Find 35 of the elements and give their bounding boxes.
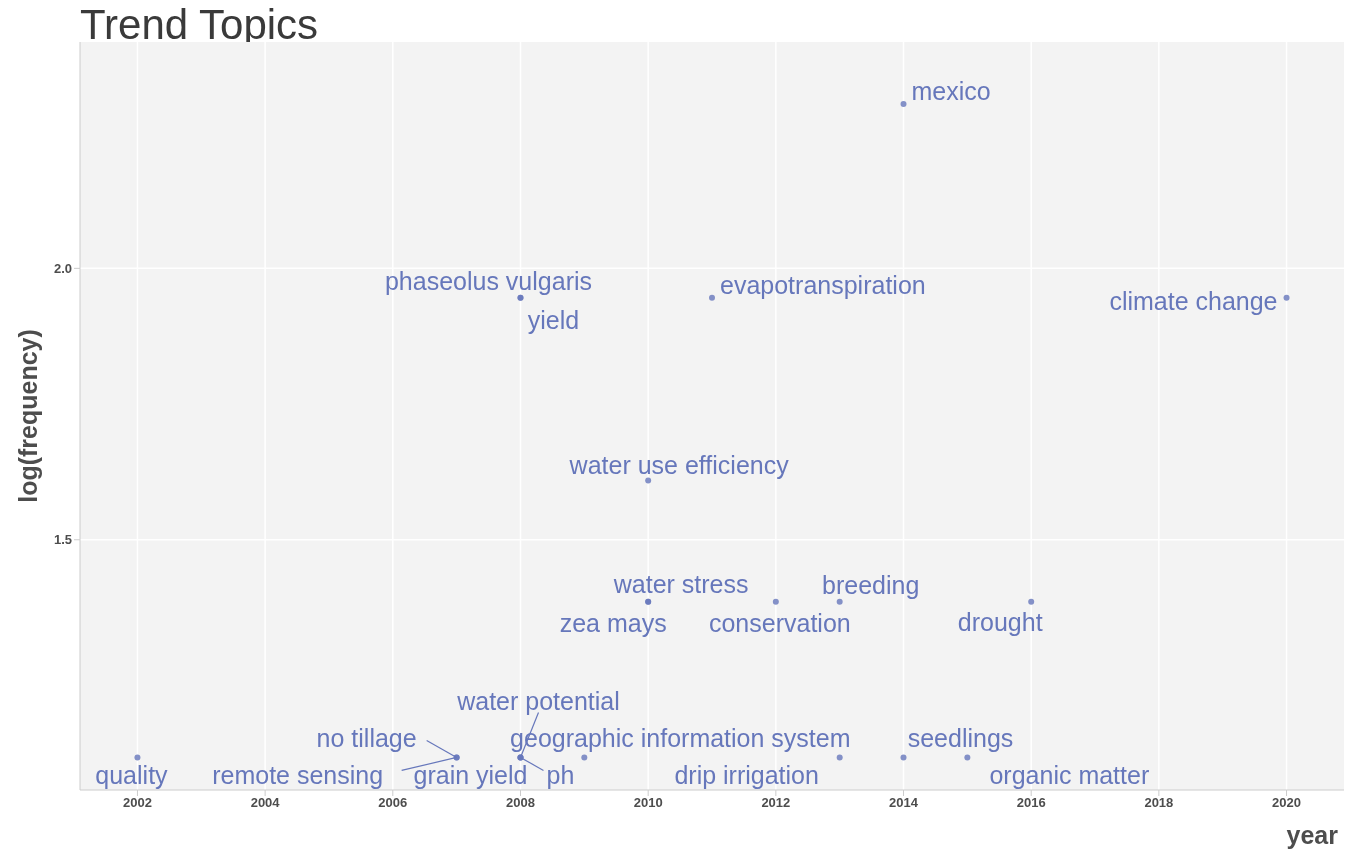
data-label: quality [95, 761, 169, 790]
data-label: water use efficiency [568, 450, 790, 479]
x-tick-label: 2006 [378, 795, 408, 811]
x-tick-label: 2008 [506, 795, 535, 811]
data-label: drip irrigation [674, 761, 819, 790]
data-label: yield [527, 305, 580, 334]
data-label: water stress [612, 569, 749, 598]
x-tick-label: 2016 [1016, 795, 1046, 811]
x-tick-label: 2012 [761, 795, 791, 811]
data-label: evapotranspiration [720, 270, 926, 299]
chart-title: Trend Topics [79, 1, 320, 48]
data-label: ph [546, 761, 575, 790]
data-label: zea mays [559, 608, 667, 637]
data-label: drought [957, 607, 1043, 636]
data-label: remote sensing [212, 761, 384, 790]
data-label: mexico [911, 76, 991, 105]
y-axis-title: log(frequency) [13, 329, 42, 503]
x-tick-label: 2010 [633, 795, 663, 811]
data-label: organic matter [989, 761, 1150, 790]
x-tick-label: 2018 [1144, 795, 1174, 811]
data-label: climate change [1109, 286, 1278, 315]
data-label: grain yield [413, 761, 528, 790]
data-label: breeding [822, 570, 920, 599]
data-label: conservation [708, 608, 851, 637]
data-label: seedlings [907, 724, 1014, 753]
y-tick-label: 2.0 [53, 260, 72, 276]
x-tick-label: 2002 [122, 795, 152, 811]
data-label: no tillage [316, 724, 417, 753]
x-tick-label: 2020 [1272, 795, 1302, 811]
x-tick-label: 2014 [889, 795, 919, 811]
x-tick-label: 2004 [250, 795, 281, 811]
data-label: phaseolus vulgaris [384, 266, 593, 295]
x-axis-title: year [1286, 821, 1339, 849]
data-label: water potential [456, 687, 620, 716]
y-tick-label: 1.5 [53, 532, 72, 548]
